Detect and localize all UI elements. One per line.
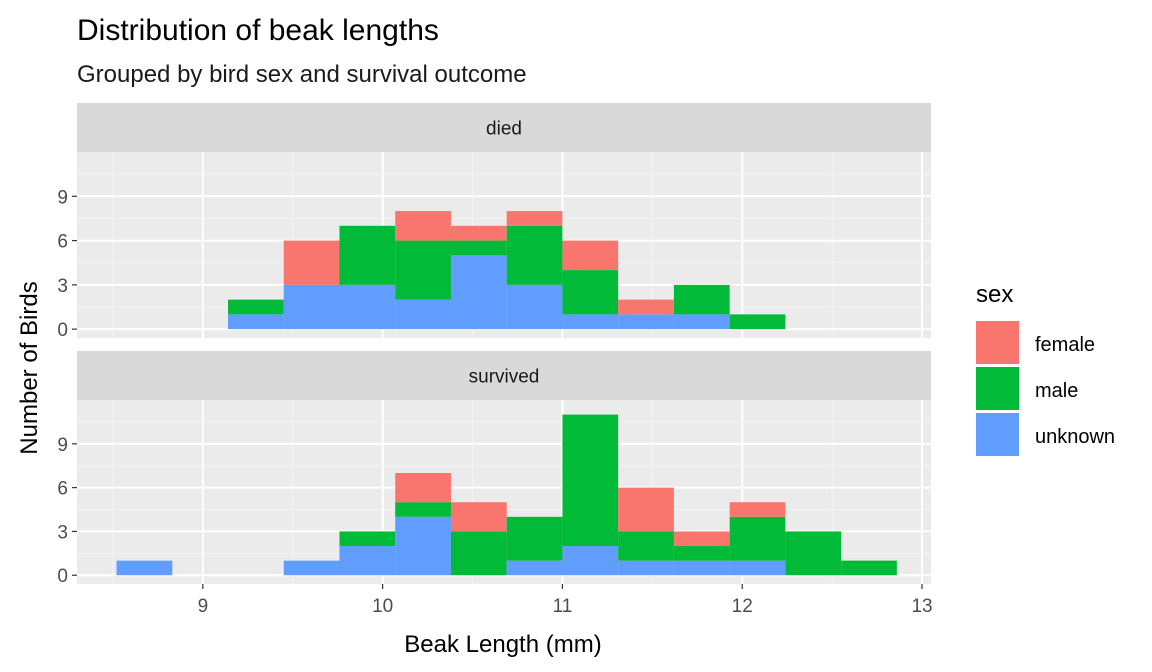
bar-male	[228, 299, 284, 315]
bar-unknown	[395, 299, 451, 330]
legend-item-male: male	[976, 367, 1078, 410]
bar-female	[618, 299, 674, 315]
bar-female	[395, 473, 451, 503]
bar-unknown	[339, 546, 396, 576]
legend-item-unknown: unknown	[976, 413, 1115, 456]
chart-subtitle: Grouped by bird sex and survival outcome	[77, 61, 527, 88]
y-tick-label: 6	[57, 479, 68, 500]
y-tick-label: 9	[57, 435, 68, 456]
bar-male	[339, 225, 396, 285]
legend-label: unknown	[1035, 426, 1115, 448]
facet-panel-survived: survived 0 3 6 9	[57, 351, 931, 587]
bar-male	[506, 516, 563, 561]
facet-strip-label: survived	[469, 367, 540, 388]
bar-female	[618, 487, 674, 532]
y-tick-label: 3	[57, 276, 68, 297]
facet-strip-label: died	[486, 119, 522, 140]
bar-unknown	[729, 560, 786, 576]
y-tick-label: 3	[57, 522, 68, 543]
bar-female	[450, 502, 507, 532]
bar-unknown	[618, 314, 674, 330]
chart-title: Distribution of beak lengths	[77, 14, 439, 47]
legend: sex female male unknown	[976, 281, 1115, 456]
x-tick-label: 11	[553, 596, 573, 617]
bar-female	[506, 211, 563, 226]
y-tick-label: 9	[57, 187, 68, 208]
bar-unknown	[673, 560, 730, 576]
x-axis-title: Beak Length (mm)	[404, 631, 601, 658]
facet-panels: died 0 3 6 9 survived 0 3 6 9	[57, 103, 931, 587]
bar-female	[395, 211, 451, 241]
bar-male	[785, 531, 842, 576]
facet-strip	[77, 103, 931, 152]
bar-male	[673, 284, 730, 315]
bar-female	[562, 240, 619, 271]
bar-female	[673, 531, 730, 547]
x-tick-label: 13	[911, 596, 932, 617]
bar-male	[673, 546, 730, 561]
y-tick-label: 0	[57, 566, 68, 587]
y-tick-label: 0	[57, 320, 68, 341]
bar-unknown	[450, 255, 507, 330]
bar-unknown	[506, 284, 563, 330]
x-axis: 9 10 11 12 13	[198, 584, 933, 617]
legend-label: male	[1035, 380, 1078, 402]
bar-unknown	[283, 284, 340, 330]
bar-unknown	[618, 560, 674, 576]
bar-female	[729, 502, 786, 517]
bar-unknown	[562, 314, 619, 330]
bar-unknown	[283, 560, 340, 576]
bar-unknown	[562, 546, 619, 576]
y-axis-title: Number of Birds	[16, 281, 43, 454]
bar-male	[506, 225, 563, 285]
legend-items: female male unknown	[976, 321, 1115, 456]
legend-swatch	[976, 321, 1019, 364]
bar-unknown	[116, 560, 173, 576]
legend-title: sex	[976, 281, 1013, 308]
bar-female	[450, 225, 507, 241]
bar-unknown	[228, 314, 284, 330]
legend-swatch	[976, 367, 1019, 410]
legend-item-female: female	[976, 321, 1095, 364]
bar-male	[729, 314, 786, 330]
legend-label: female	[1035, 334, 1095, 356]
bar-unknown	[339, 284, 396, 330]
x-tick-label: 10	[372, 596, 393, 617]
bar-male	[562, 270, 619, 315]
bar-male	[562, 414, 619, 547]
facet-panel-died: died 0 3 6 9	[57, 103, 931, 341]
bar-male	[395, 502, 451, 517]
bar-male	[395, 240, 451, 300]
bar-unknown	[395, 516, 451, 576]
bar-male	[618, 531, 674, 561]
bar-male	[841, 560, 897, 576]
facet-strip	[77, 351, 931, 400]
bar-unknown	[673, 314, 730, 330]
bar-male	[450, 240, 507, 256]
bar-female	[283, 240, 340, 285]
x-tick-label: 9	[198, 596, 209, 617]
y-tick-label: 6	[57, 232, 68, 253]
bar-male	[339, 531, 396, 547]
bar-male	[729, 516, 786, 561]
x-tick-label: 12	[732, 596, 753, 617]
legend-swatch	[976, 413, 1019, 456]
bar-male	[450, 531, 507, 576]
bar-unknown	[506, 560, 563, 576]
